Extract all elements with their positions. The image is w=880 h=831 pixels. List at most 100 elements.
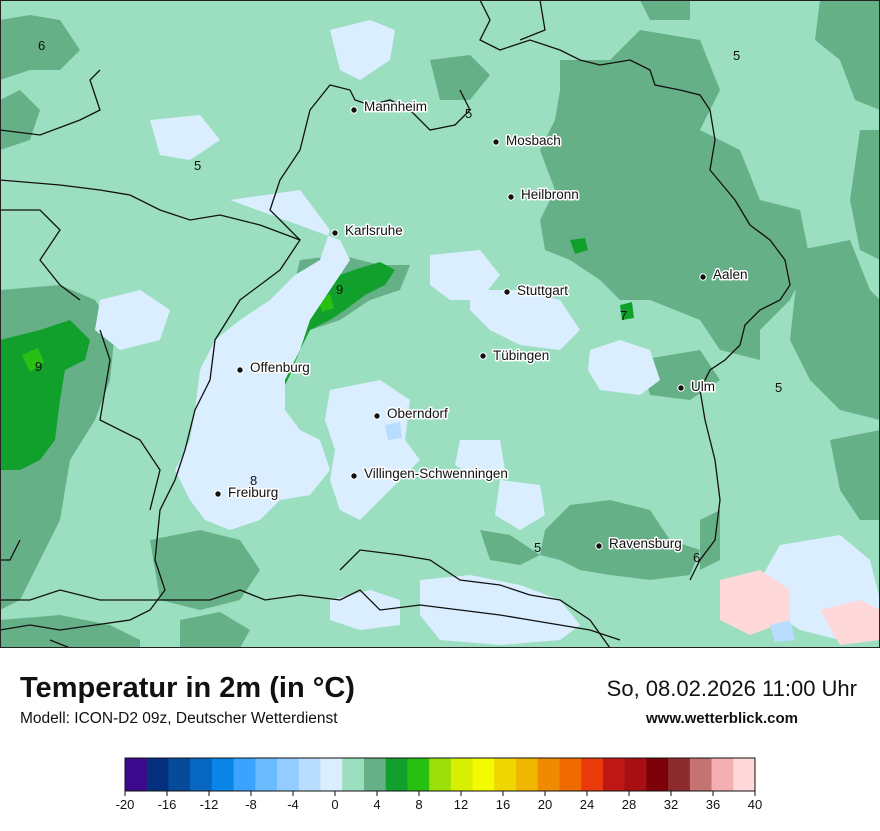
city-offenburg[interactable]: Offenburg bbox=[236, 359, 311, 377]
legend-tick-label: 40 bbox=[748, 797, 762, 812]
legend-tick-label: 24 bbox=[580, 797, 594, 812]
city-dot bbox=[214, 490, 222, 498]
city-label: Freiburg bbox=[228, 485, 278, 500]
legend-swatch bbox=[407, 758, 430, 791]
city-freiburg[interactable]: Freiburg bbox=[214, 484, 280, 502]
legend-tick-label: 32 bbox=[664, 797, 678, 812]
legend-swatch bbox=[711, 758, 734, 791]
legend-tick-label: -4 bbox=[287, 797, 299, 812]
map-title: Temperatur in 2m (in °C) bbox=[20, 672, 355, 704]
city-dot bbox=[503, 288, 511, 296]
legend-swatch bbox=[450, 758, 473, 791]
isoline-label: 7 bbox=[620, 308, 627, 323]
legend-swatch bbox=[689, 758, 712, 791]
legend-swatch bbox=[472, 758, 495, 791]
city-dot bbox=[479, 352, 487, 360]
city-oberndorf[interactable]: Oberndorf bbox=[373, 405, 450, 423]
city-label: Karlsruhe bbox=[345, 223, 403, 238]
legend-tick-label: 12 bbox=[454, 797, 468, 812]
borders bbox=[0, 0, 791, 648]
legend-swatches bbox=[124, 757, 756, 792]
legend-swatch bbox=[168, 758, 191, 791]
temp-zone-0-2 bbox=[385, 422, 795, 642]
legend-swatch bbox=[559, 758, 582, 791]
model-info: Modell: ICON-D2 09z, Deutscher Wetterdie… bbox=[20, 710, 338, 727]
city-label: Heilbronn bbox=[521, 187, 579, 202]
isoline-label: 6 bbox=[38, 38, 45, 53]
legend-swatch bbox=[190, 758, 213, 791]
city-stuttgart[interactable]: Stuttgart bbox=[503, 282, 570, 300]
legend-swatch bbox=[537, 758, 560, 791]
city-villingen-schwenningen[interactable]: Villingen-Schwenningen bbox=[350, 465, 509, 483]
city-heilbronn[interactable]: Heilbronn bbox=[507, 186, 580, 204]
city-markers: Mannheim Mosbach Heilbronn Karlsruhe Aal… bbox=[214, 98, 749, 553]
legend-swatch bbox=[733, 758, 756, 791]
city-mosbach[interactable]: Mosbach bbox=[492, 132, 562, 150]
city-tuebingen[interactable]: Tübingen bbox=[479, 347, 551, 365]
temp-zone-2-4 bbox=[95, 20, 880, 645]
legend-swatch bbox=[602, 758, 626, 791]
city-label: Ravensburg bbox=[609, 536, 682, 551]
legend-ticks: -20 -16 -12 -8 -4 0 4 8 12 16 20 24 28 32 36 40 bbox=[116, 791, 762, 812]
city-label: Mannheim bbox=[364, 99, 427, 114]
legend-swatch bbox=[255, 758, 278, 791]
temperature-map: 6 5 5 5 9 9 7 5 8 5 6 Mannheim Mosbach bbox=[0, 0, 880, 648]
legend-swatch bbox=[363, 758, 387, 791]
legend-scale: -20 -16 -12 -8 -4 0 4 8 12 16 20 24 28 32 36 40 bbox=[116, 757, 762, 812]
isoline-label: 5 bbox=[775, 380, 782, 395]
city-label: Offenburg bbox=[250, 360, 310, 375]
city-dot bbox=[373, 412, 381, 420]
isoline-label: 9 bbox=[35, 359, 42, 374]
legend-swatch bbox=[146, 758, 169, 791]
isoline-label: 9 bbox=[336, 282, 343, 297]
legend-tick-label: -20 bbox=[116, 797, 135, 812]
city-label: Mosbach bbox=[506, 133, 561, 148]
isoline-label: 5 bbox=[733, 48, 740, 63]
city-ulm[interactable]: Ulm bbox=[677, 378, 717, 396]
city-ravensburg[interactable]: Ravensburg bbox=[595, 535, 683, 553]
city-karlsruhe[interactable]: Karlsruhe bbox=[331, 222, 404, 240]
legend-swatch bbox=[277, 758, 300, 791]
city-dot bbox=[507, 193, 515, 201]
footer: Temperatur in 2m (in °C) Modell: ICON-D2… bbox=[0, 648, 880, 830]
city-dot bbox=[699, 273, 707, 281]
city-label: Ulm bbox=[691, 379, 715, 394]
legend-swatch bbox=[125, 758, 148, 791]
city-label: Aalen bbox=[713, 267, 748, 282]
legend-swatch bbox=[233, 758, 256, 791]
legend-tick-label: -12 bbox=[200, 797, 219, 812]
city-label: Tübingen bbox=[493, 348, 549, 363]
isoline-label: 5 bbox=[534, 540, 541, 555]
legend-swatch bbox=[211, 758, 235, 791]
legend-swatch bbox=[385, 758, 408, 791]
city-dot bbox=[236, 366, 244, 374]
isoline-label: 5 bbox=[194, 158, 201, 173]
city-aalen[interactable]: Aalen bbox=[699, 266, 749, 284]
legend-swatch bbox=[624, 758, 647, 791]
legend-swatch bbox=[516, 758, 539, 791]
color-legend: -20 -16 -12 -8 -4 0 4 8 12 16 20 24 28 32 36 40 bbox=[0, 756, 880, 826]
legend-tick-label: 8 bbox=[415, 797, 422, 812]
city-dot bbox=[677, 384, 685, 392]
legend-swatch bbox=[494, 758, 517, 791]
legend-tick-label: 28 bbox=[622, 797, 636, 812]
isoline-label: 8 bbox=[250, 473, 257, 488]
legend-tick-label: 0 bbox=[331, 797, 338, 812]
legend-swatch bbox=[342, 758, 365, 791]
legend-swatch bbox=[646, 758, 669, 791]
legend-tick-label: 20 bbox=[538, 797, 552, 812]
legend-swatch bbox=[298, 758, 321, 791]
legend-swatch bbox=[668, 758, 691, 791]
city-mannheim[interactable]: Mannheim bbox=[350, 98, 429, 116]
isoline-label: 6 bbox=[693, 550, 700, 565]
site-link[interactable]: www.wetterblick.com bbox=[646, 710, 798, 727]
city-dot bbox=[331, 229, 339, 237]
legend-tick-label: -16 bbox=[158, 797, 177, 812]
legend-frame bbox=[124, 757, 756, 792]
legend-tick-label: 16 bbox=[496, 797, 510, 812]
legend-swatch bbox=[320, 758, 343, 791]
legend-tick-label: 4 bbox=[373, 797, 380, 812]
city-dot bbox=[595, 542, 603, 550]
legend-tick-label: -8 bbox=[245, 797, 257, 812]
city-label: Villingen-Schwenningen bbox=[364, 466, 508, 481]
